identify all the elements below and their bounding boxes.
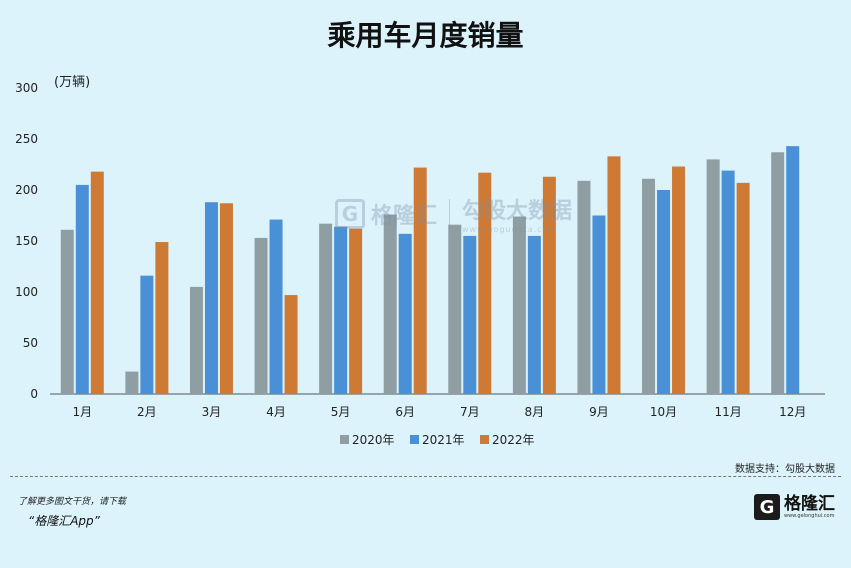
bar-2021年-5月	[334, 226, 348, 394]
bar-2020年-4月	[254, 237, 268, 394]
y-tick-label: 150	[15, 234, 38, 248]
x-tick-label: 5月	[331, 405, 351, 419]
x-tick-label: 3月	[202, 405, 222, 419]
legend-label: 2022年	[492, 433, 535, 447]
legend-swatch	[340, 435, 349, 444]
bar-2022年-1月	[90, 171, 104, 394]
footer-note: 了解更多图文干货，请下载	[18, 497, 127, 507]
bar-2022年-3月	[219, 203, 233, 394]
logo-url: www.gelonghui.com	[784, 512, 835, 519]
x-tick-label: 8月	[525, 405, 545, 419]
legend-swatch	[480, 435, 489, 444]
y-tick-label: 200	[15, 183, 38, 197]
y-tick-label: 0	[30, 387, 38, 401]
x-tick-label: 7月	[460, 405, 480, 419]
bar-2021年-12月	[786, 146, 800, 394]
bar-2021年-8月	[527, 235, 541, 394]
bar-2020年-8月	[512, 216, 526, 394]
y-axis-label: (万辆)	[54, 75, 90, 90]
bar-2021年-4月	[269, 219, 283, 394]
x-tick-label: 9月	[589, 405, 609, 419]
data-source: 数据支持：勾股大数据	[735, 464, 835, 475]
legend-swatch	[410, 435, 419, 444]
bar-2020年-5月	[319, 223, 333, 394]
bar-2021年-1月	[75, 184, 89, 394]
bar-2020年-12月	[771, 152, 785, 394]
bar-2021年-2月	[140, 275, 154, 394]
gelonghui-logo-icon: G	[754, 494, 780, 520]
bar-2021年-10月	[657, 190, 671, 394]
y-tick-label: 50	[23, 336, 38, 350]
logo-text: 格隆汇	[784, 493, 835, 514]
bar-2022年-8月	[542, 176, 556, 394]
bar-2020年-3月	[189, 286, 203, 394]
x-tick-label: 6月	[395, 405, 415, 419]
bar-2020年-1月	[60, 229, 74, 394]
bar-2022年-10月	[672, 166, 686, 394]
bar-2022年-9月	[607, 156, 621, 394]
bar-2020年-6月	[383, 214, 397, 394]
bar-2020年-9月	[577, 180, 591, 394]
legend-label: 2021年	[422, 433, 465, 447]
footer-logo: G 格隆汇 www.gelonghui.com	[754, 494, 835, 520]
x-tick-label: 1月	[72, 405, 92, 419]
bar-2022年-5月	[349, 228, 363, 394]
bar-2021年-6月	[398, 233, 412, 394]
y-tick-label: 250	[15, 132, 38, 146]
footer-app-name: “格隆汇App”	[28, 514, 100, 528]
bar-2020年-10月	[642, 178, 656, 394]
bar-2021年-9月	[592, 215, 606, 394]
bar-2021年-7月	[463, 235, 477, 394]
bar-2022年-11月	[736, 182, 750, 394]
bar-2020年-2月	[125, 371, 139, 394]
y-tick-label: 100	[15, 285, 38, 299]
divider	[10, 476, 841, 477]
bar-2020年-7月	[448, 224, 462, 394]
bar-2021年-11月	[721, 170, 735, 394]
x-tick-label: 10月	[650, 405, 677, 419]
x-tick-label: 11月	[714, 405, 741, 419]
legend-label: 2020年	[352, 433, 395, 447]
bar-2022年-4月	[284, 295, 298, 394]
bar-2020年-11月	[706, 159, 720, 394]
x-tick-label: 12月	[779, 405, 806, 419]
bar-2021年-3月	[204, 202, 218, 394]
y-tick-label: 300	[15, 81, 38, 95]
x-tick-label: 2月	[137, 405, 157, 419]
bar-2022年-7月	[478, 172, 492, 394]
chart-title: 乘用车月度销量	[327, 19, 524, 52]
bar-2022年-6月	[413, 167, 427, 394]
x-tick-label: 4月	[266, 405, 286, 419]
bar-2022年-2月	[155, 242, 169, 394]
